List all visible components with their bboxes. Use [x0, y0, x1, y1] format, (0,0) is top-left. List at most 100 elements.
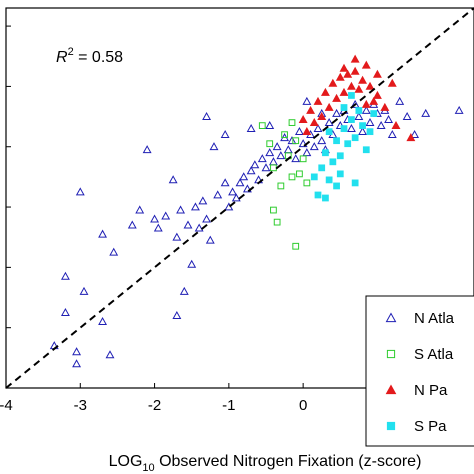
data-point	[294, 127, 304, 136]
data-point	[333, 182, 340, 190]
data-point	[339, 87, 349, 96]
data-point	[60, 271, 70, 280]
data-point	[332, 108, 342, 117]
legend-label: N Atla	[414, 310, 455, 327]
data-point	[79, 286, 89, 295]
data-point	[220, 178, 230, 187]
data-point	[60, 307, 70, 316]
data-point	[198, 196, 208, 205]
x-tick-label: 0	[299, 397, 307, 414]
data-point	[351, 179, 359, 187]
data-point	[324, 117, 334, 126]
data-point	[348, 92, 355, 99]
data-point	[213, 190, 223, 199]
data-point	[288, 173, 296, 181]
data-point	[302, 127, 312, 136]
data-point	[72, 347, 82, 356]
data-point	[272, 142, 282, 151]
r-squared-superscript: 2	[68, 46, 74, 58]
data-point	[172, 232, 182, 241]
data-point	[366, 128, 374, 136]
data-point	[387, 130, 397, 139]
legend-marker	[385, 312, 397, 323]
data-point	[150, 214, 160, 223]
data-point	[172, 310, 182, 319]
data-point	[336, 152, 344, 160]
data-point	[302, 96, 312, 105]
legend-marker	[386, 421, 396, 431]
data-point	[303, 179, 311, 187]
data-point	[365, 117, 375, 126]
data-point	[395, 96, 405, 105]
data-point	[187, 259, 197, 268]
data-point	[365, 81, 375, 90]
data-point	[231, 193, 241, 202]
data-point	[246, 166, 256, 175]
data-point	[299, 155, 307, 163]
data-point	[246, 124, 256, 133]
data-point	[402, 111, 412, 120]
data-point	[298, 139, 308, 148]
x-axis-label-subscript: 10	[142, 462, 154, 474]
data-point	[257, 154, 267, 163]
legend: N Atla S Atla N Pa S Pa	[365, 295, 474, 447]
legend-marker	[385, 384, 397, 395]
data-point	[348, 116, 355, 123]
data-point	[309, 142, 319, 151]
x-axis-label-prefix: LOG	[109, 453, 143, 470]
data-point	[277, 182, 285, 190]
data-point	[292, 137, 300, 145]
x-tick-label: -2	[148, 397, 161, 414]
data-point	[380, 102, 390, 111]
data-point	[194, 223, 204, 232]
data-point	[261, 163, 271, 172]
data-point	[410, 130, 420, 139]
data-point	[292, 242, 300, 250]
data-point	[346, 81, 356, 90]
x-tick-label: -3	[74, 397, 87, 414]
data-point	[265, 148, 275, 157]
x-axis-label: LOG10 Observed Nitrogen Fixation (z-scor…	[109, 453, 422, 474]
data-point	[372, 90, 382, 99]
data-point	[358, 75, 368, 84]
r-squared-symbol: R	[56, 49, 68, 66]
data-point	[350, 99, 360, 108]
data-point	[350, 66, 360, 75]
data-point	[317, 136, 327, 145]
data-point	[359, 122, 366, 129]
data-point	[324, 102, 334, 111]
data-point	[258, 122, 266, 129]
data-point	[298, 114, 308, 123]
data-point	[406, 133, 416, 142]
data-point	[318, 164, 326, 172]
data-point	[190, 202, 200, 211]
data-point	[161, 211, 171, 220]
data-point	[333, 137, 340, 145]
axes-frame	[5, 7, 474, 389]
x-tick-label: -4	[0, 397, 13, 414]
data-points	[49, 54, 464, 368]
data-point	[358, 127, 368, 136]
data-point	[105, 350, 115, 359]
legend-label: N Pa	[414, 382, 448, 399]
data-point	[302, 148, 312, 157]
data-point	[314, 191, 322, 199]
data-point	[336, 170, 344, 178]
data-point	[179, 286, 189, 295]
data-point	[276, 151, 286, 160]
data-point	[306, 105, 316, 114]
data-point	[202, 111, 212, 120]
data-point	[376, 120, 386, 129]
data-point	[391, 120, 401, 129]
data-point	[325, 176, 333, 184]
data-point	[350, 54, 360, 63]
data-point	[346, 124, 356, 133]
data-point	[325, 128, 333, 136]
data-point	[361, 99, 371, 108]
data-point	[343, 69, 353, 78]
data-point	[362, 146, 370, 154]
series-0	[49, 96, 464, 368]
data-point	[239, 172, 249, 181]
data-point	[72, 359, 82, 368]
